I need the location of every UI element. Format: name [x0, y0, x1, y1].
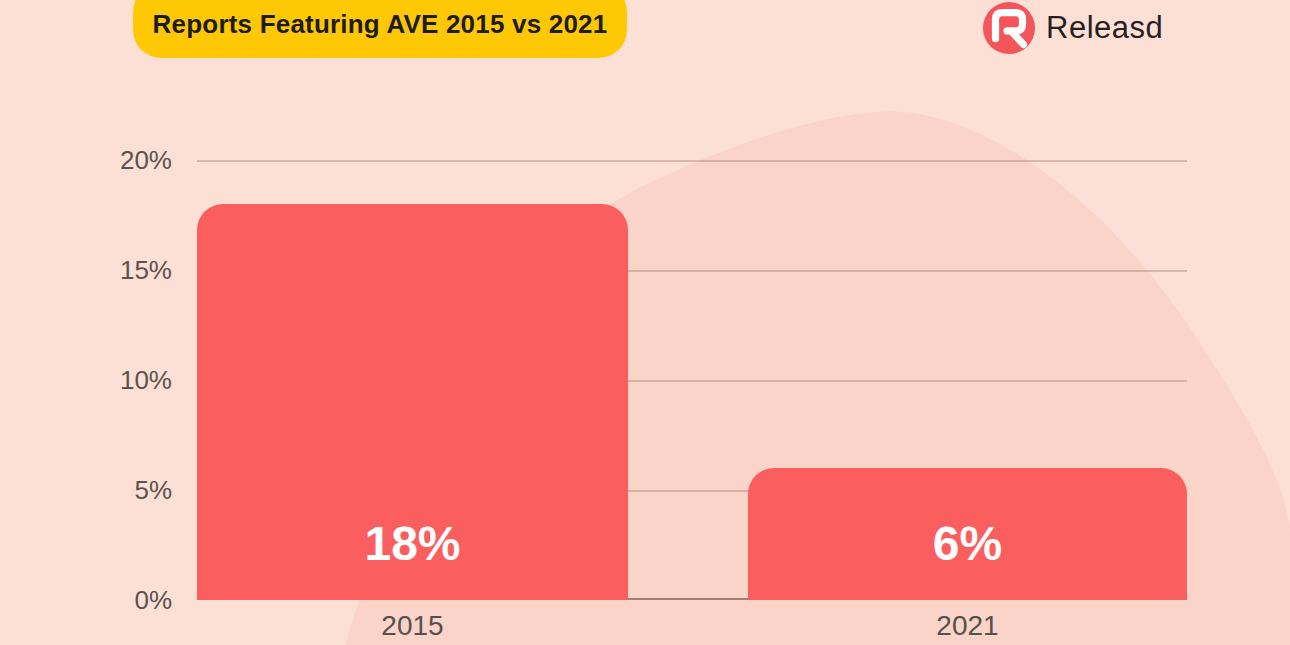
bar-2021-value-label: 6% — [748, 520, 1187, 568]
x-tick-2021: 2021 — [748, 610, 1187, 642]
releasd-logo-icon — [982, 1, 1036, 55]
y-tick-20: 20% — [88, 145, 172, 175]
bar-2021: 6% — [748, 468, 1187, 600]
x-tick-2015: 2015 — [197, 610, 628, 642]
infographic-canvas: Reports Featuring AVE 2015 vs 2021 Relea… — [0, 0, 1290, 645]
bar-2015-value-label: 18% — [197, 520, 628, 568]
y-tick-15: 15% — [88, 255, 172, 285]
gridline-20 — [197, 160, 1187, 162]
brand-logo: Releasd — [982, 1, 1163, 55]
title-badge: Reports Featuring AVE 2015 vs 2021 — [133, 0, 627, 58]
brand-name: Releasd — [1046, 10, 1163, 46]
y-tick-0: 0% — [88, 585, 172, 615]
bar-2015: 18% — [197, 204, 628, 600]
plot-area: 18% 6% — [197, 160, 1187, 600]
y-tick-5: 5% — [88, 475, 172, 505]
chart-title: Reports Featuring AVE 2015 vs 2021 — [153, 9, 608, 40]
y-tick-10: 10% — [88, 365, 172, 395]
